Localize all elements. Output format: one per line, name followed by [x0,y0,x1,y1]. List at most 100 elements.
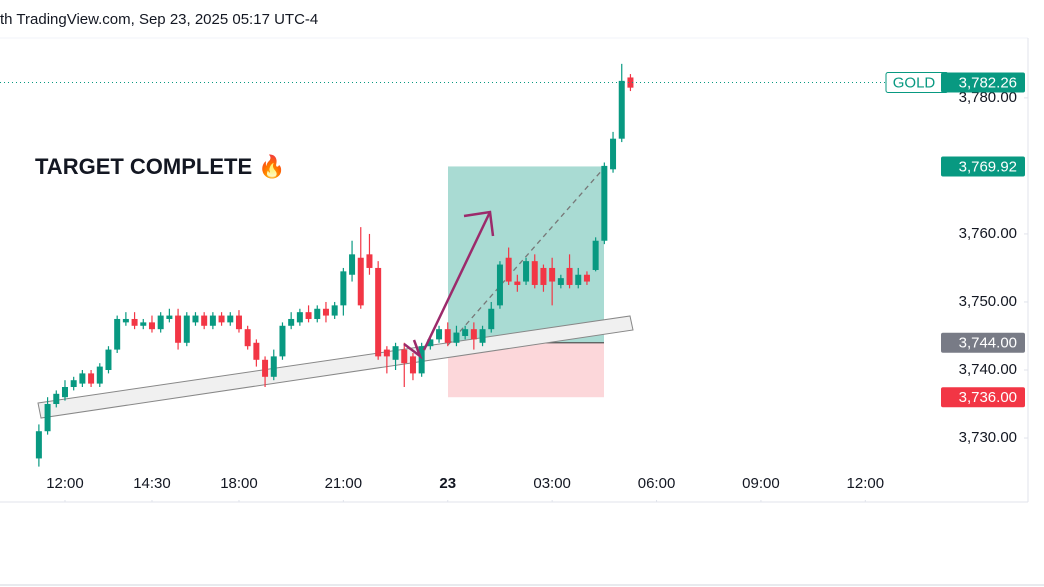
candle-body [392,346,399,360]
candle-body [462,329,469,336]
candle-body [314,308,321,319]
candle-body [610,138,617,170]
axes: 3,730.00 3,740.00 3,750.00 3,760.00 3,780.00… [0,71,1028,502]
target-zone [448,166,604,343]
y-tick-label: 3,760.00 [959,225,1017,242]
price-tag-label: 3,782.26 [959,74,1017,91]
candle-body [253,342,260,360]
candle-body [366,254,373,268]
candle-body [218,315,225,323]
candle-body [418,346,425,374]
candle-body [35,431,42,459]
x-tick-label: 12:00 [847,475,885,492]
candle-body [453,332,460,343]
candle-body [305,312,312,319]
candle-body [88,373,95,384]
candle-body [105,349,112,370]
candle-body [122,318,129,323]
candle-body [488,308,495,330]
price-tag-label: 3,736.00 [959,389,1017,406]
candle-body [557,278,564,285]
y-tick-label: 3,780.00 [959,89,1017,106]
candle-body [131,318,138,326]
candle-body [201,315,208,326]
candle-body [401,349,408,364]
candle-body [523,261,530,282]
candle-body [583,274,590,282]
candle-body [340,271,347,306]
y-tick-label: 3,730.00 [959,429,1017,446]
candle-body [296,312,303,323]
arrow [403,210,495,360]
price-tag-label: 3,769.92 [959,158,1017,175]
candle-body [166,315,173,319]
x-tick-label: 14:30 [133,475,171,492]
y-tick-label: 3,750.00 [959,293,1017,310]
candle-body [235,315,242,330]
candle-body [549,267,556,282]
candle-body [618,80,625,139]
price-tag-label: 3,744.00 [959,335,1017,352]
candle-body [114,318,121,350]
candle-body [601,165,608,241]
candle-body [183,315,190,343]
candle-body [61,387,68,398]
candle-body [409,356,416,374]
candle-body [592,240,599,270]
candle-body [70,380,77,388]
candle-body [227,315,234,323]
candle-body [627,77,634,88]
candle-body [349,254,356,275]
candle-body [279,325,286,357]
price-tag [941,332,1025,353]
candle-body [79,373,86,384]
symbol-label: GOLD [893,74,936,91]
candle-body [192,315,199,323]
candle-body [514,281,521,285]
y-tick-label: 3,740.00 [959,361,1017,378]
price-tag [941,387,1025,408]
candle-body [140,322,147,326]
candle-body [496,264,503,306]
x-tick-label: 06:00 [638,475,676,492]
candle-body [575,274,582,285]
candle-body [96,366,103,384]
candle-body [505,257,512,282]
candle-body [566,267,573,285]
candle-body [148,322,155,330]
candle-body [175,315,182,343]
trade-path [447,167,605,346]
candle-body [270,356,277,377]
annotation: TARGET COMPLETE 🔥 [35,154,286,179]
x-tick-label: 23 [439,475,456,492]
x-tick-label: 12:00 [46,475,84,492]
x-tick-label: 03:00 [533,475,571,492]
candle-body [244,329,251,347]
candle-body [427,339,434,347]
candle-body [331,305,338,316]
candle-body [436,329,443,340]
candle-body [288,318,295,326]
candle-body [375,267,382,357]
price-tag [941,156,1025,177]
x-tick-label: 21:00 [325,475,363,492]
candle-body [157,315,164,330]
candles [35,63,634,467]
price-tag [941,72,1025,93]
candle-body [444,329,451,343]
candle-body [53,393,60,405]
header: th TradingView.com, Sep 23, 2025 05:17 U… [0,11,318,28]
candle-body [209,315,216,326]
candle-body [531,261,538,285]
candle-body [322,308,329,316]
candle-body [383,349,390,357]
x-tick-label: 18:00 [220,475,258,492]
candle-body [262,359,269,377]
candle-body [357,257,364,306]
candle-body [44,404,51,432]
candle-body [470,329,477,340]
candle-body [479,329,486,343]
candle-body [540,267,547,285]
